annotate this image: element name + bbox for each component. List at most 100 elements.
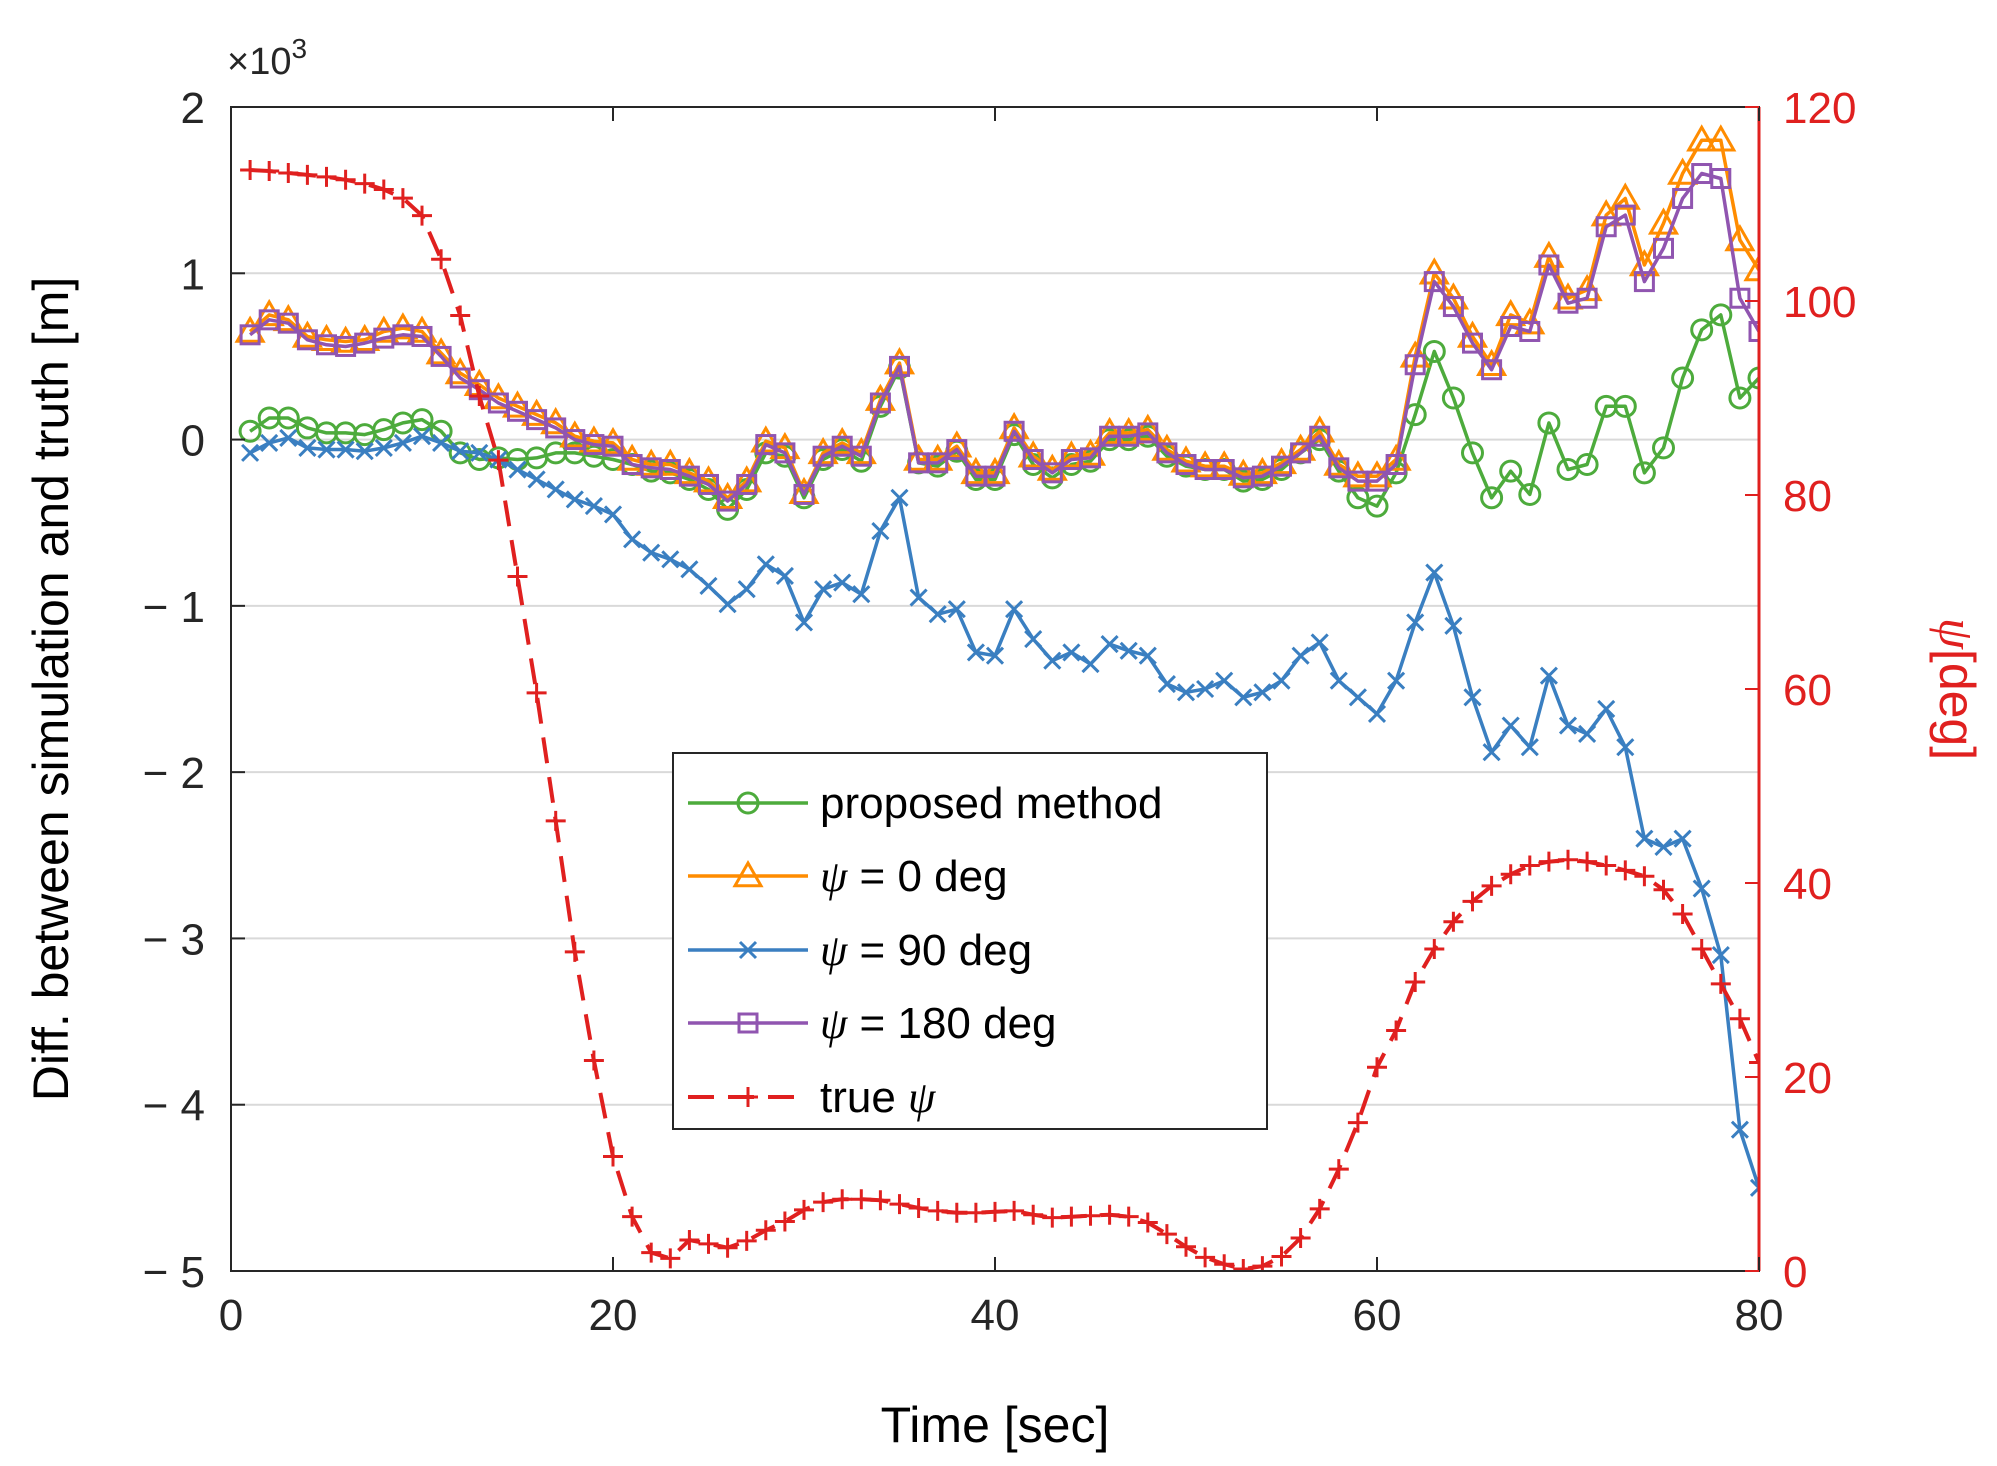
data-point — [1271, 1246, 1292, 1267]
right-axis-title: ψ[deg] — [1929, 618, 1985, 760]
data-point — [1578, 724, 1597, 743]
data-point — [755, 1220, 776, 1241]
legend-item: ψ = 0 deg — [688, 852, 1008, 901]
y-left-tick-label: 1 — [181, 250, 205, 299]
data-point — [1613, 394, 1637, 418]
data-point — [947, 600, 966, 619]
data-point — [1100, 635, 1119, 654]
data-point — [488, 450, 509, 471]
data-point — [793, 483, 815, 505]
data-point — [927, 1200, 948, 1221]
data-point — [661, 550, 680, 569]
data-point — [297, 164, 318, 185]
data-point — [1633, 271, 1655, 293]
data-point — [336, 440, 355, 459]
data-point — [272, 303, 304, 332]
data-point — [622, 1206, 643, 1227]
series-4 — [240, 160, 1759, 1271]
data-point — [1729, 287, 1751, 309]
data-point — [1749, 1178, 1759, 1197]
data-point — [946, 1202, 967, 1223]
series-3 — [239, 163, 1759, 512]
data-point — [1747, 366, 1759, 390]
data-point — [1729, 1008, 1750, 1029]
left-axis-title: Diff. between simulation and truth [m] — [23, 277, 79, 1102]
data-point — [1404, 354, 1426, 376]
y-left-tick-label: − 2 — [143, 749, 205, 798]
y-right-tick-label: 80 — [1783, 472, 1832, 521]
data-point — [717, 1237, 738, 1258]
data-point — [432, 433, 451, 452]
data-point — [1156, 1224, 1177, 1245]
data-point — [1041, 462, 1063, 484]
data-point — [1272, 671, 1291, 690]
data-point — [1366, 470, 1388, 492]
data-point — [1709, 303, 1733, 327]
data-point — [1094, 416, 1126, 445]
data-point — [540, 406, 572, 435]
data-point — [335, 169, 356, 190]
data-point — [1615, 860, 1636, 881]
data-point — [1195, 1247, 1216, 1268]
data-point — [1728, 386, 1752, 410]
data-point — [1043, 651, 1062, 670]
y-right-tick-label: 120 — [1783, 84, 1856, 133]
data-point — [1614, 204, 1636, 226]
data-point — [864, 383, 896, 411]
data-point — [603, 1146, 623, 1167]
data-point — [1061, 1206, 1082, 1227]
legend-item: ψ = 90 deg — [688, 926, 1032, 975]
data-point — [1652, 436, 1675, 460]
data-point — [1538, 851, 1559, 872]
data-point — [1329, 671, 1348, 690]
data-point — [1481, 875, 1502, 896]
legend-label: ψ = 0 deg — [820, 852, 1008, 901]
data-point — [277, 312, 299, 334]
data-point — [718, 595, 737, 614]
data-point — [1500, 864, 1521, 885]
legend-box — [672, 752, 1268, 1130]
data-point — [1023, 1204, 1044, 1225]
data-point — [832, 1189, 853, 1210]
data-point — [641, 1242, 662, 1263]
data-point — [1686, 124, 1718, 152]
data-point — [1609, 182, 1641, 210]
data-point — [826, 426, 858, 455]
data-point — [565, 490, 584, 509]
data-point — [1233, 1259, 1254, 1271]
data-point — [584, 497, 603, 516]
data-point — [1189, 450, 1221, 478]
data-point — [1461, 441, 1484, 465]
data-point — [850, 445, 872, 467]
data-point — [960, 456, 992, 485]
data-point — [979, 456, 1011, 485]
data-point — [603, 505, 623, 524]
data-point — [1137, 422, 1159, 444]
data-point — [1425, 563, 1444, 582]
data-point — [276, 406, 300, 430]
data-point — [1157, 674, 1176, 694]
data-point — [660, 1248, 681, 1269]
data-point — [411, 325, 433, 347]
legend-item: proposed method — [688, 779, 1162, 828]
data-point — [794, 1199, 814, 1220]
data-point — [927, 452, 949, 474]
data-point — [1462, 332, 1483, 354]
data-point — [692, 465, 725, 493]
data-point — [1323, 448, 1355, 476]
x-tick-label: 80 — [1735, 1291, 1784, 1340]
data-point — [1444, 616, 1463, 635]
x-tick-label: 0 — [219, 1291, 243, 1340]
data-point — [1003, 420, 1025, 442]
data-point — [1138, 646, 1157, 665]
data-point — [1156, 442, 1178, 464]
data-point — [1462, 891, 1483, 912]
data-point — [1711, 945, 1730, 965]
data-point — [521, 398, 553, 426]
data-point — [526, 682, 547, 703]
x-tick-label: 60 — [1353, 1291, 1402, 1340]
data-point — [731, 465, 763, 493]
x-tick-label: 40 — [971, 1291, 1020, 1340]
data-point — [1119, 641, 1138, 660]
